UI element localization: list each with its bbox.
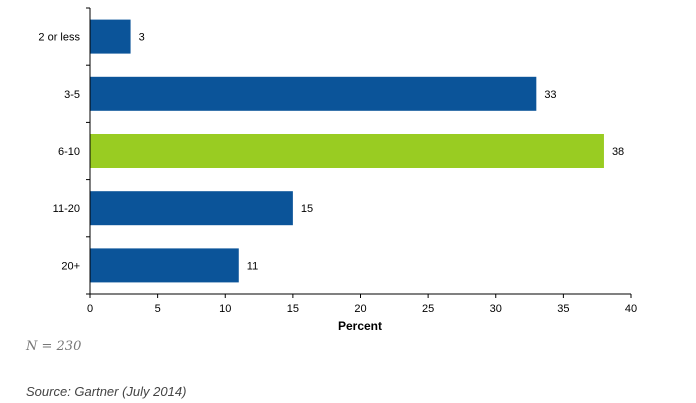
source-note: Source: Gartner (July 2014) (26, 384, 187, 399)
bar (90, 76, 537, 111)
value-label: 15 (301, 203, 313, 215)
x-tick-label: 20 (354, 303, 366, 315)
value-label: 11 (247, 260, 258, 272)
category-label: 11-20 (53, 203, 80, 215)
sample-size-note: N = 230 (26, 339, 82, 354)
bar (90, 248, 239, 283)
x-tick-label: 0 (87, 303, 93, 315)
category-label: 2 or less (38, 32, 80, 44)
category-label: 6-10 (58, 146, 80, 158)
bar (90, 19, 131, 54)
x-tick-label: 10 (219, 303, 231, 315)
x-tick-label: 5 (155, 303, 161, 315)
x-tick-label: 35 (557, 303, 569, 315)
bar-chart: 0 5 10 15 20 25 30 35 40 2 or less 3 3-5 33 6-10 38 11… (38, 7, 637, 333)
category-label: 20+ (61, 260, 80, 272)
x-axis-title: Percent (338, 319, 382, 333)
bar (90, 134, 604, 168)
x-tick-label: 25 (422, 303, 434, 315)
category-label: 3-5 (64, 89, 80, 101)
x-tick-label: 40 (625, 303, 637, 315)
x-tick-label: 30 (490, 303, 502, 315)
value-label: 3 (139, 32, 145, 44)
value-label: 33 (544, 89, 556, 101)
value-label: 38 (612, 146, 624, 158)
x-tick-label: 15 (287, 303, 299, 315)
bar (90, 191, 293, 226)
